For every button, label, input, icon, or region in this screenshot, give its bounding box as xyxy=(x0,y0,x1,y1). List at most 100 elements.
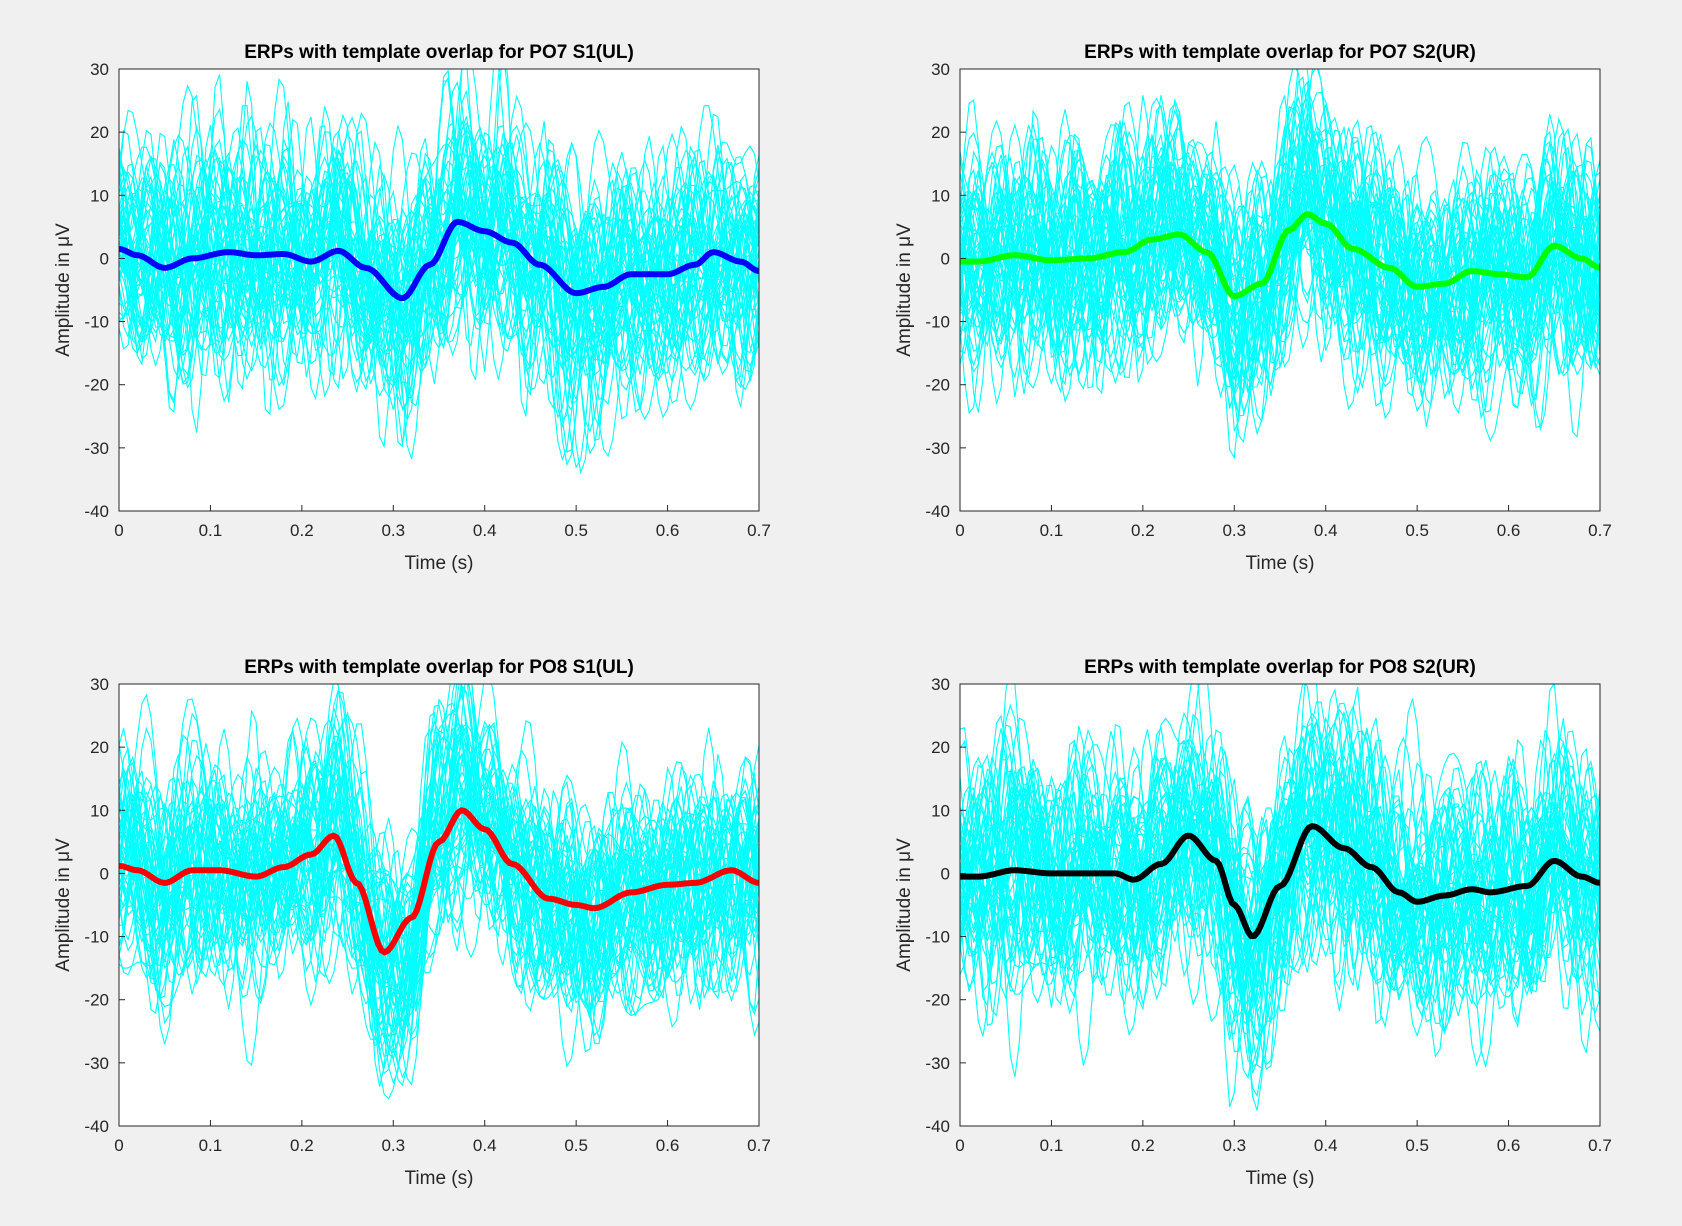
x-tick-label: 0.3 xyxy=(1222,521,1246,540)
x-tick-label: 0 xyxy=(114,521,123,540)
y-tick-label: -40 xyxy=(84,1117,109,1136)
trial-trace xyxy=(119,684,759,1085)
y-tick-label: 10 xyxy=(931,801,950,820)
trial-trace xyxy=(119,736,759,997)
x-tick-label: 0.2 xyxy=(290,1136,314,1155)
x-tick-label: 0.7 xyxy=(1588,1136,1612,1155)
y-tick-label: 20 xyxy=(90,123,109,142)
y-tick-label: -20 xyxy=(84,376,109,395)
y-tick-label: -20 xyxy=(84,991,109,1010)
trial-trace xyxy=(960,729,1600,1021)
subplot-title: ERPs with template overlap for PO8 S1(UL… xyxy=(244,657,634,678)
axes-box xyxy=(118,683,760,1127)
y-tick-label: -30 xyxy=(925,439,950,458)
y-tick-label: -30 xyxy=(84,439,109,458)
x-tick-label: 0.4 xyxy=(473,1136,497,1155)
trial-trace xyxy=(960,735,1600,1036)
x-tick-label: 0.4 xyxy=(1314,521,1338,540)
trial-trace xyxy=(960,76,1600,397)
template-line xyxy=(119,807,759,956)
y-tick-label: 20 xyxy=(931,123,950,142)
trial-trace xyxy=(119,727,759,1035)
y-tick-label: -10 xyxy=(925,928,950,947)
x-tick-label: 0.4 xyxy=(473,521,497,540)
trial-trace xyxy=(119,148,759,364)
trial-traces xyxy=(960,684,1600,1111)
trial-trace xyxy=(960,121,1600,394)
x-tick-label: 0.2 xyxy=(290,521,314,540)
trial-trace xyxy=(960,787,1600,1009)
trial-trace xyxy=(960,130,1600,413)
trial-trace xyxy=(119,139,759,363)
trial-trace xyxy=(119,105,759,467)
y-tick-label: -40 xyxy=(925,1117,950,1136)
y-tick-label: -40 xyxy=(84,502,109,521)
subplot-po7-s1-ul: ERPs with template overlap for PO7 S1(UL… xyxy=(53,42,771,574)
y-tick-label: -10 xyxy=(84,928,109,947)
y-tick-label: 30 xyxy=(931,60,950,79)
axes-box xyxy=(118,68,760,512)
x-tick-label: 0.7 xyxy=(747,521,771,540)
trial-trace xyxy=(960,130,1600,386)
trial-trace xyxy=(119,74,759,433)
y-tick-label: 0 xyxy=(100,864,109,883)
y-tick-label: -30 xyxy=(84,1054,109,1073)
x-tick-label: 0.1 xyxy=(199,521,223,540)
trial-traces xyxy=(119,684,759,1100)
x-axis-label: Time (s) xyxy=(1246,553,1315,574)
trial-trace xyxy=(119,720,759,1060)
x-tick-label: 0.5 xyxy=(1405,521,1429,540)
trial-trace xyxy=(119,711,759,1100)
trial-trace xyxy=(960,708,1600,1098)
y-tick-label: 10 xyxy=(931,186,950,205)
subplot-title: ERPs with template overlap for PO7 S1(UL… xyxy=(244,42,634,63)
x-tick-label: 0.5 xyxy=(1405,1136,1429,1155)
trial-trace xyxy=(960,783,1600,974)
y-tick-label: 30 xyxy=(90,675,109,694)
x-tick-label: 0.4 xyxy=(1314,1136,1338,1155)
y-tick-label: 30 xyxy=(931,675,950,694)
trial-trace xyxy=(960,95,1600,395)
y-tick-label: -30 xyxy=(925,1054,950,1073)
y-tick-label: 10 xyxy=(90,801,109,820)
x-tick-label: 0.7 xyxy=(747,1136,771,1155)
y-axis-label: Amplitude in μV xyxy=(53,838,74,972)
y-tick-label: 20 xyxy=(90,738,109,757)
trial-trace xyxy=(960,104,1600,409)
trial-trace xyxy=(119,143,759,419)
y-tick-label: 0 xyxy=(941,864,950,883)
trial-trace xyxy=(119,759,759,1015)
x-tick-label: 0.1 xyxy=(1040,521,1064,540)
trial-trace xyxy=(960,105,1600,408)
trial-trace xyxy=(119,693,759,1067)
y-tick-label: -10 xyxy=(925,313,950,332)
subplot-po8-s2-ur: ERPs with template overlap for PO8 S2(UR… xyxy=(894,657,1612,1189)
trial-trace xyxy=(960,159,1600,366)
template-line xyxy=(119,218,759,301)
trial-trace xyxy=(960,127,1600,375)
x-tick-label: 0.2 xyxy=(1131,1136,1155,1155)
trial-trace xyxy=(119,122,759,402)
trial-trace xyxy=(960,102,1600,388)
trial-trace xyxy=(960,724,1600,1053)
trial-trace xyxy=(960,684,1600,1068)
y-tick-label: 10 xyxy=(90,186,109,205)
subplot-title: ERPs with template overlap for PO7 S2(UR… xyxy=(1084,42,1476,63)
x-axis-label: Time (s) xyxy=(405,553,474,574)
trial-trace xyxy=(119,116,759,421)
trial-trace xyxy=(119,124,759,391)
x-tick-label: 0.6 xyxy=(656,521,680,540)
trial-trace xyxy=(119,687,759,1041)
x-tick-label: 0.5 xyxy=(564,521,588,540)
template-line xyxy=(960,823,1600,940)
subplot-po7-s2-ur: ERPs with template overlap for PO7 S2(UR… xyxy=(894,42,1612,574)
y-tick-label: 30 xyxy=(90,60,109,79)
y-tick-label: -10 xyxy=(84,313,109,332)
y-tick-label: -20 xyxy=(925,376,950,395)
x-tick-label: 0.2 xyxy=(1131,521,1155,540)
y-tick-label: 0 xyxy=(941,249,950,268)
x-tick-label: 0.3 xyxy=(1222,1136,1246,1155)
trial-trace xyxy=(119,743,759,1010)
y-axis-label: Amplitude in μV xyxy=(53,223,74,357)
